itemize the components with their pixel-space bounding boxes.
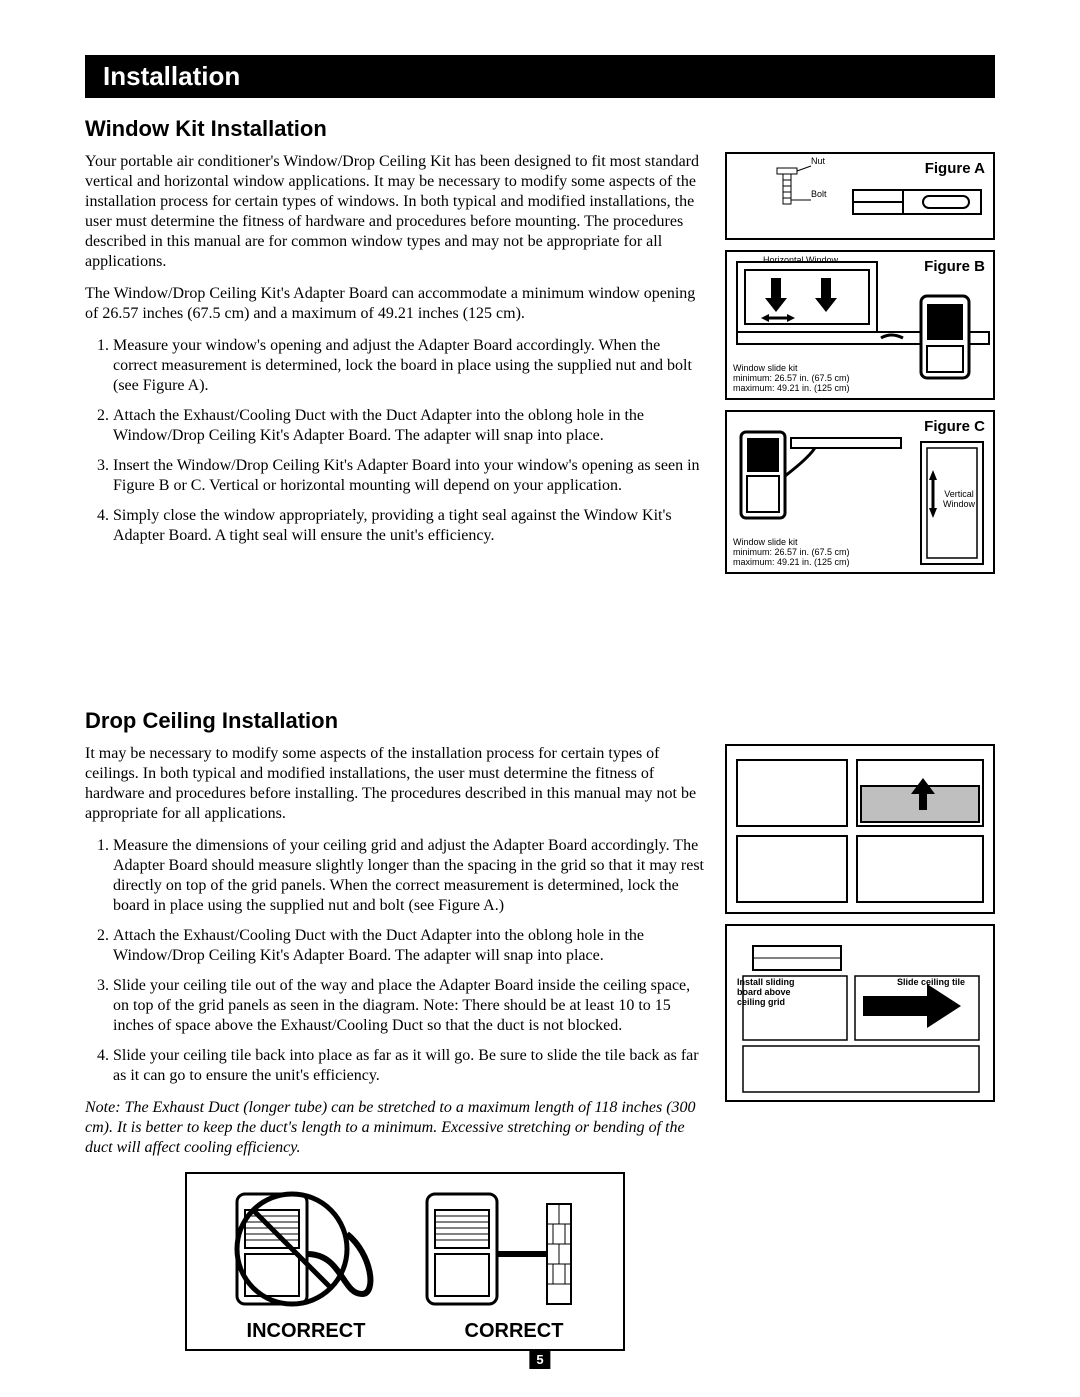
page-number: 5 [529,1350,550,1369]
correct-label: CORRECT [465,1320,564,1343]
ceiling-figure-1-diagram [727,746,993,912]
figure-c-label: Figure C [924,418,985,435]
window-steps: Measure your window's opening and adjust… [85,336,705,546]
ceiling-intro: It may be necessary to modify some aspec… [85,744,705,824]
figure-a: Figure A Nut Bolt [725,152,995,240]
ceiling-steps: Measure the dimensions of your ceiling g… [85,836,705,1086]
incorrect-correct-diagram [197,1184,597,1314]
figure-c-max: maximum: 49.21 in. (125 cm) [733,558,850,568]
ceiling-figure-2-diagram [727,926,993,1100]
vertical-window-label-2: Window [943,500,975,510]
figure-a-label: Figure A [925,160,985,177]
ceiling-step-1: Measure the dimensions of your ceiling g… [113,836,705,916]
window-step-2: Attach the Exhaust/Cooling Duct with the… [113,406,705,446]
ceiling-figure-1 [725,744,995,914]
slide-tile-label: Slide ceiling tile [897,978,965,988]
window-section-title: Window Kit Installation [85,116,995,142]
window-intro-1: Your portable air conditioner's Window/D… [85,152,705,272]
window-step-3: Insert the Window/Drop Ceiling Kit's Ada… [113,456,705,496]
horizontal-window-label: Horizontal Window [763,256,838,266]
page-header: Installation [85,55,995,98]
window-step-4: Simply close the window appropriately, p… [113,506,705,546]
figure-b-label: Figure B [924,258,985,275]
ceiling-step-2: Attach the Exhaust/Cooling Duct with the… [113,926,705,966]
ceiling-figure-2: Install sliding board above ceiling grid… [725,924,995,1102]
ceiling-section: It may be necessary to modify some aspec… [85,744,995,1351]
window-section: Your portable air conditioner's Window/D… [85,152,995,708]
nut-label: Nut [811,157,825,167]
figure-c: Figure C Vertical Window [725,410,995,574]
ceiling-step-4: Slide your ceiling tile back into place … [113,1046,705,1086]
incorrect-correct-box: INCORRECT CORRECT [185,1172,625,1351]
incorrect-label: INCORRECT [247,1320,366,1343]
window-intro-2: The Window/Drop Ceiling Kit's Adapter Bo… [85,284,705,324]
install-board-label-3: ceiling grid [737,998,795,1008]
window-step-1: Measure your window's opening and adjust… [113,336,705,396]
ceiling-section-title: Drop Ceiling Installation [85,708,995,734]
bolt-label: Bolt [811,190,827,200]
figure-b-max: maximum: 49.21 in. (125 cm) [733,384,850,394]
ceiling-note: Note: The Exhaust Duct (longer tube) can… [85,1098,705,1158]
figure-b: Figure B Horizonta [725,250,995,400]
ceiling-step-3: Slide your ceiling tile out of the way a… [113,976,705,1036]
